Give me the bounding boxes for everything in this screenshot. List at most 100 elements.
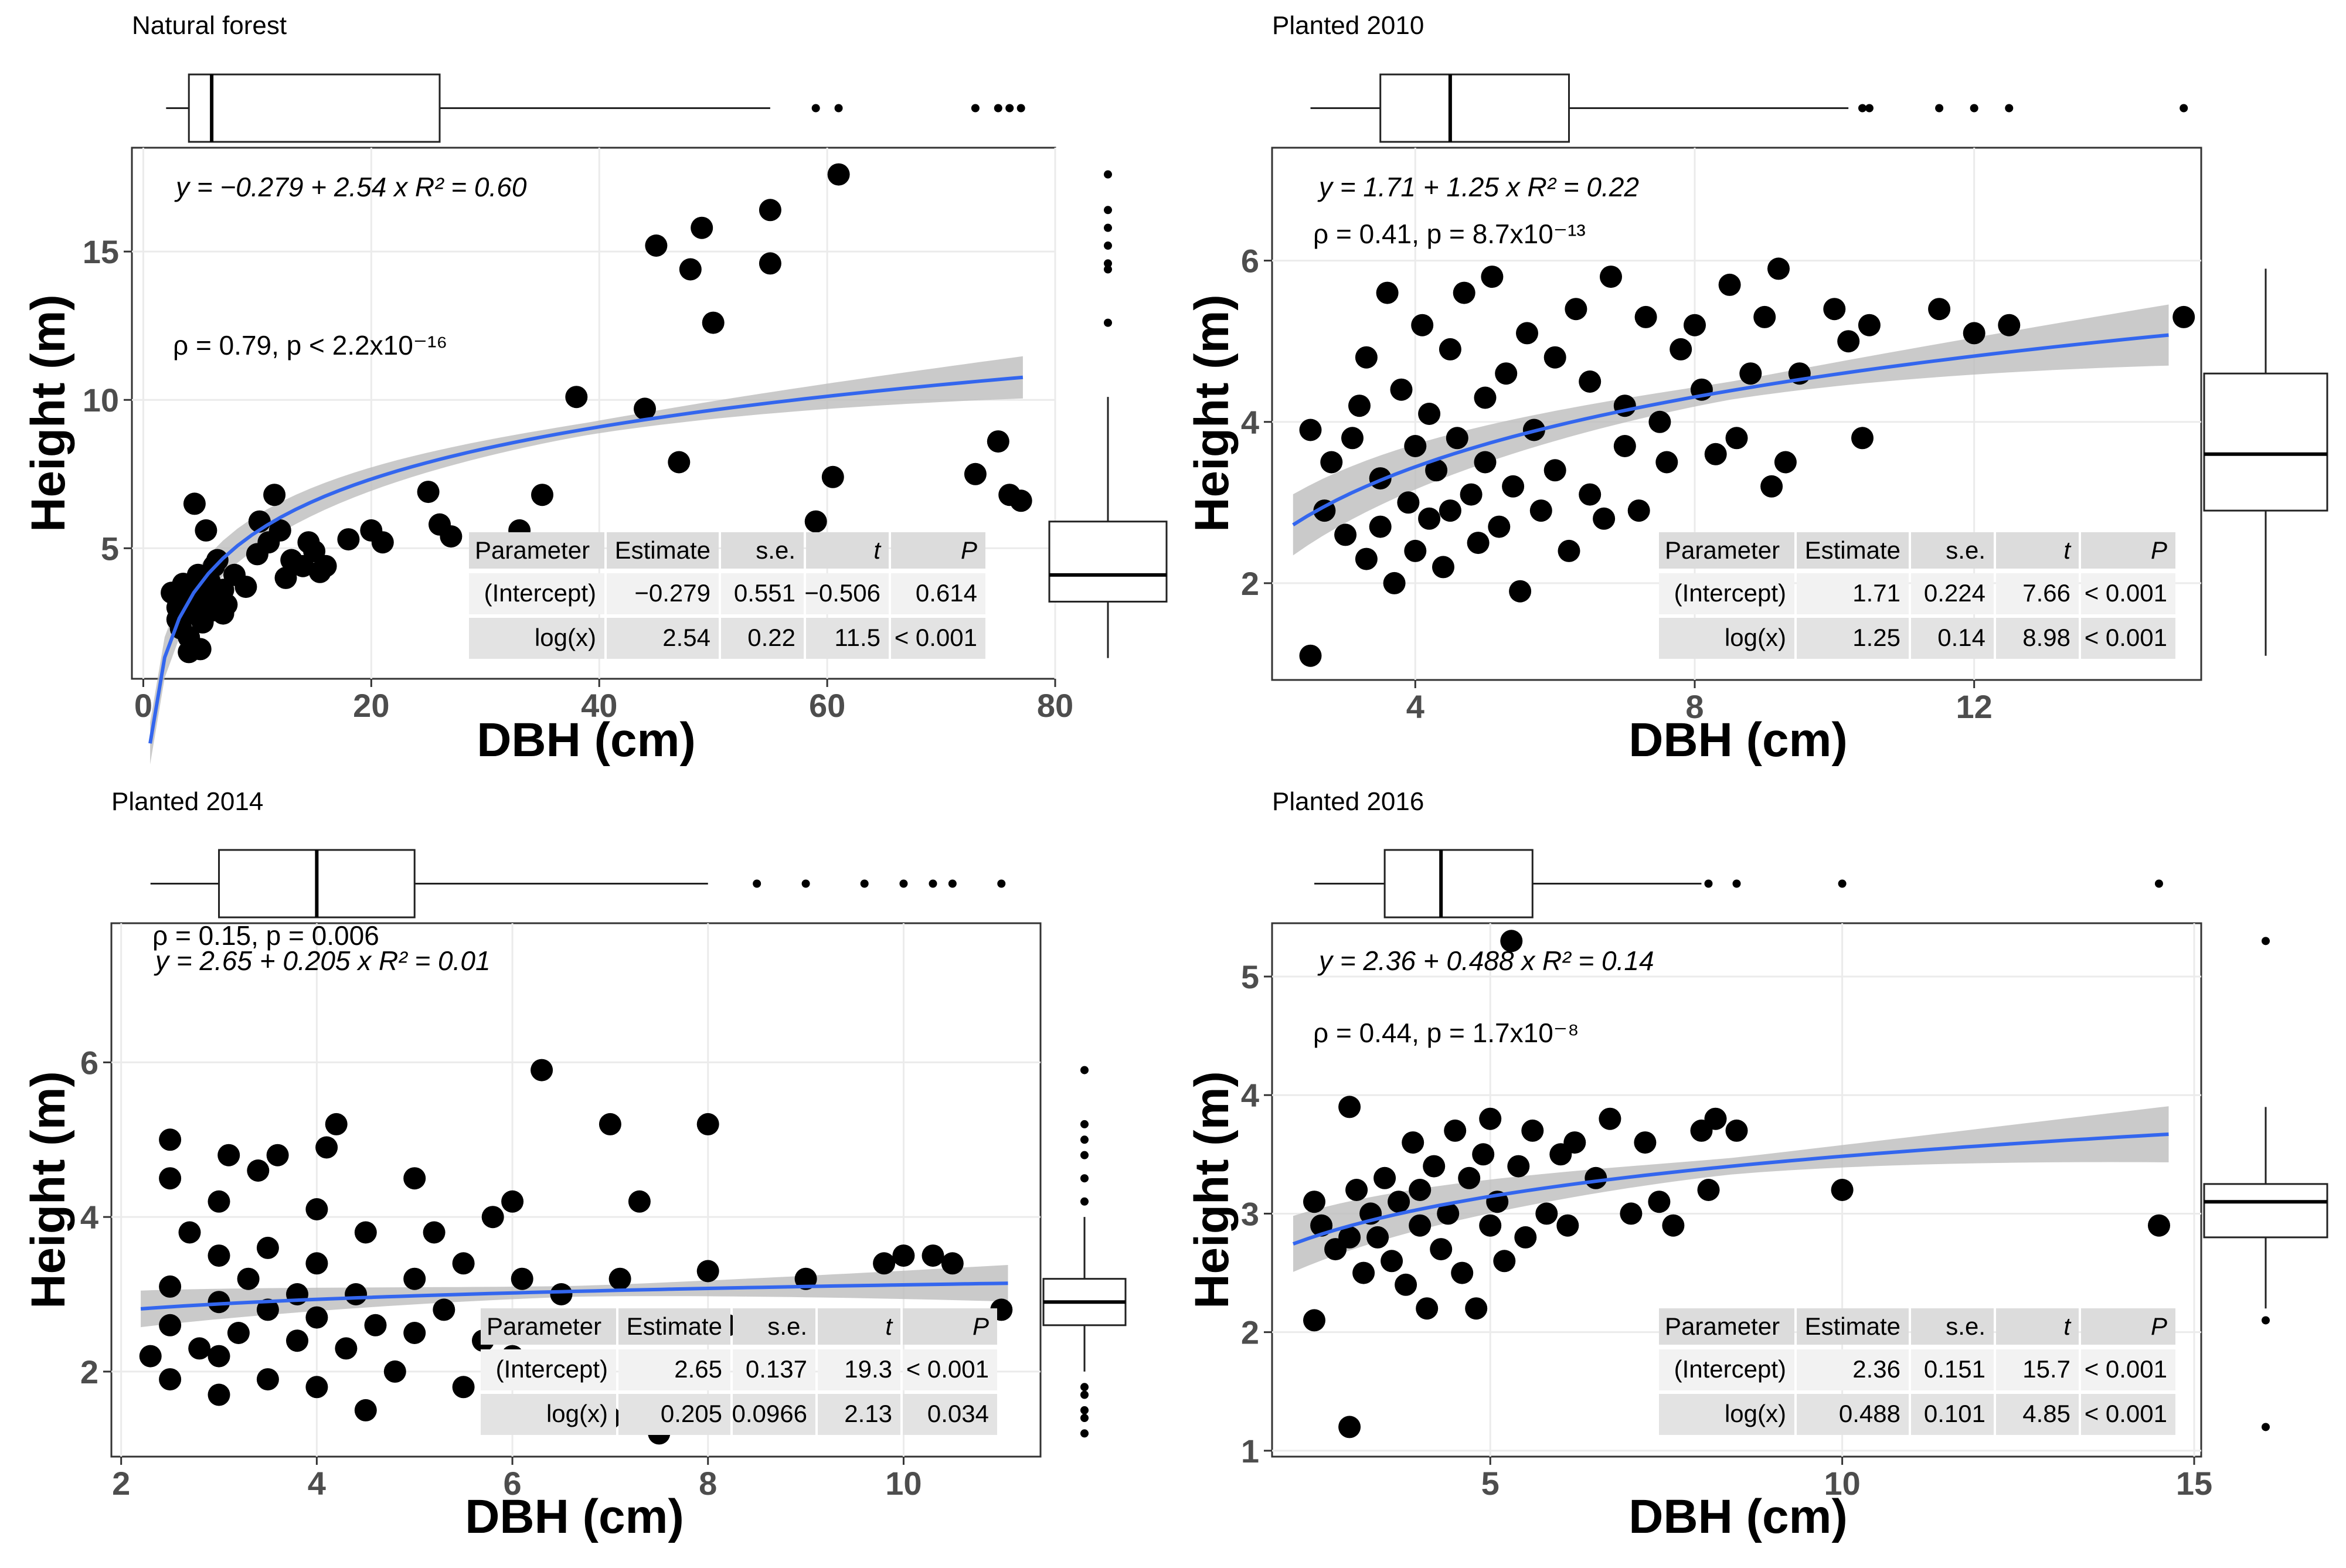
table-cell <box>1797 1349 1909 1390</box>
table-cell <box>818 1349 900 1390</box>
boxplot-outlier <box>2180 104 2188 113</box>
x-axis: 0 20 40 60 80 <box>134 679 1073 724</box>
table-cell-text: 0.101 <box>1924 1400 1985 1427</box>
data-point <box>1479 1214 1502 1237</box>
data-point <box>1373 1166 1396 1189</box>
table-cell-text: < 0.001 <box>2085 1355 2167 1383</box>
panel-title: Planted 2010 <box>1272 11 1424 40</box>
data-point <box>1423 1155 1446 1178</box>
boxplot-outlier <box>1104 259 1112 268</box>
table-cell <box>1797 573 1909 614</box>
table-cell-text: 19.3 <box>844 1355 892 1383</box>
data-point <box>1697 1179 1720 1201</box>
data-point <box>354 1221 377 1244</box>
marginal-boxplot-dbh <box>1314 849 2163 919</box>
data-point <box>1458 1166 1481 1189</box>
table-header-text: t <box>873 536 882 564</box>
fit-line <box>1292 1132 2169 1246</box>
boxplot-outlier <box>801 879 810 888</box>
data-point <box>1299 644 1322 667</box>
panel-title: Planted 2016 <box>1272 787 1424 816</box>
table-cell <box>2081 573 2175 614</box>
table-cell <box>2081 1394 2175 1435</box>
table-header-cell <box>818 1308 900 1345</box>
data-point <box>1662 1214 1685 1237</box>
regression-equation: y = 2.65 + 0.205 x R² = 0.01 <box>154 945 491 976</box>
data-point <box>305 1306 328 1329</box>
x-tick-label: 10 <box>885 1465 922 1502</box>
data-point <box>335 1337 358 1360</box>
data-point <box>159 1314 182 1336</box>
data-point <box>599 1113 621 1135</box>
boxplot-box <box>2203 1183 2328 1239</box>
boxplot-outlier <box>1080 1414 1089 1423</box>
table-header-cell <box>618 1308 730 1345</box>
table-cell-text: 7.66 <box>2022 579 2070 607</box>
data-point <box>1670 338 1692 360</box>
boxplot-outlier <box>1104 265 1112 274</box>
data-point <box>1472 1143 1495 1166</box>
table-cell <box>469 573 604 614</box>
table-cell <box>733 1349 815 1390</box>
table-cell-text: < 0.001 <box>2085 579 2167 607</box>
data-point <box>1453 281 1475 304</box>
boxplot-outlier <box>1080 1135 1089 1144</box>
x-tick-label: 8 <box>699 1465 717 1502</box>
confidence-band <box>1293 304 2169 556</box>
x-tick-label: 20 <box>353 687 389 724</box>
data-point <box>1648 1191 1671 1213</box>
table-cell-text: −0.279 <box>634 579 710 607</box>
x-axis-label: DBH (cm) <box>477 713 696 767</box>
coefficient-table: Parameter Estimate s.e. t P (Intercept) 1.71 0.… <box>1659 532 2175 659</box>
table-cell <box>733 1394 815 1435</box>
boxplot-outlier <box>948 879 957 888</box>
data-point <box>1418 403 1441 425</box>
table-cell <box>1797 618 1909 659</box>
data-point <box>1352 1261 1375 1284</box>
data-point <box>1514 1226 1537 1249</box>
data-point <box>403 1322 426 1344</box>
table-cell-text: 0.14 <box>1937 624 1985 651</box>
table-cell <box>1996 573 2079 614</box>
data-point <box>417 481 440 504</box>
data-point <box>383 1360 406 1383</box>
table-cell <box>818 1394 900 1435</box>
data-point <box>1388 1191 1410 1213</box>
data-point <box>1397 491 1420 514</box>
data-point <box>1338 1416 1361 1438</box>
data-point <box>188 1337 211 1360</box>
data-point <box>1620 1202 1643 1225</box>
table-cell-text: 2.54 <box>662 624 710 651</box>
data-point <box>892 1244 915 1267</box>
data-point <box>691 216 713 239</box>
y-axis-label: Height (m) <box>22 294 75 532</box>
data-point <box>403 1167 426 1190</box>
x-tick-label: 15 <box>2176 1465 2212 1502</box>
data-point <box>159 1368 182 1391</box>
x-axis-label: DBH (cm) <box>1628 713 1848 767</box>
table-cell <box>903 1394 997 1435</box>
data-point <box>1425 459 1448 482</box>
boxplot-outlier <box>929 879 937 888</box>
coefficient-table: Parameter Estimate s.e. t P (Intercept) −0.279… <box>469 532 985 659</box>
data-point <box>1565 298 1587 321</box>
data-point <box>247 1159 270 1182</box>
data-point <box>481 1206 504 1229</box>
boxplot-outlier <box>1732 879 1741 888</box>
data-point <box>274 566 297 589</box>
data-point <box>1529 499 1552 522</box>
boxplot-outlier <box>1858 104 1867 113</box>
data-point <box>256 1298 279 1321</box>
data-point <box>1521 1119 1544 1142</box>
table-header-cell <box>891 532 985 569</box>
fit-line <box>148 375 1024 744</box>
boxplot-box <box>1048 521 1168 603</box>
data-point <box>195 519 217 542</box>
data-point <box>1481 266 1504 288</box>
data-point <box>234 576 257 598</box>
table-cell <box>721 618 804 659</box>
y-tick-label: 10 <box>83 382 119 419</box>
boxplot-outlier <box>1104 170 1112 179</box>
data-point <box>1303 1309 1325 1332</box>
data-point <box>159 1167 182 1190</box>
